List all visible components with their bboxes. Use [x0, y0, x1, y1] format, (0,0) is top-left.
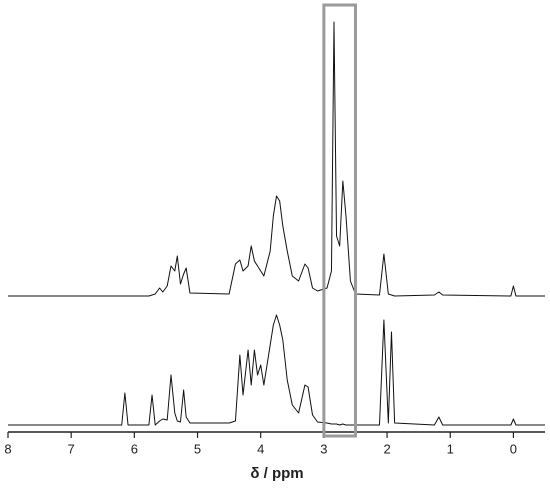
spectrum-line — [8, 21, 545, 297]
x-axis-title: δ / ppm — [250, 465, 303, 482]
x-tick-label: 8 — [4, 441, 11, 456]
x-tick-label: 5 — [194, 441, 201, 456]
x-tick-label: 7 — [68, 441, 75, 456]
x-tick-label: 2 — [383, 441, 390, 456]
x-tick-label: 0 — [510, 441, 517, 456]
x-tick-label: 1 — [447, 441, 454, 456]
x-tick-label: 4 — [257, 441, 264, 456]
spectrum-line — [8, 314, 545, 426]
x-tick-label: 6 — [131, 441, 138, 456]
highlight-box — [322, 3, 357, 438]
x-tick-label: 3 — [320, 441, 327, 456]
